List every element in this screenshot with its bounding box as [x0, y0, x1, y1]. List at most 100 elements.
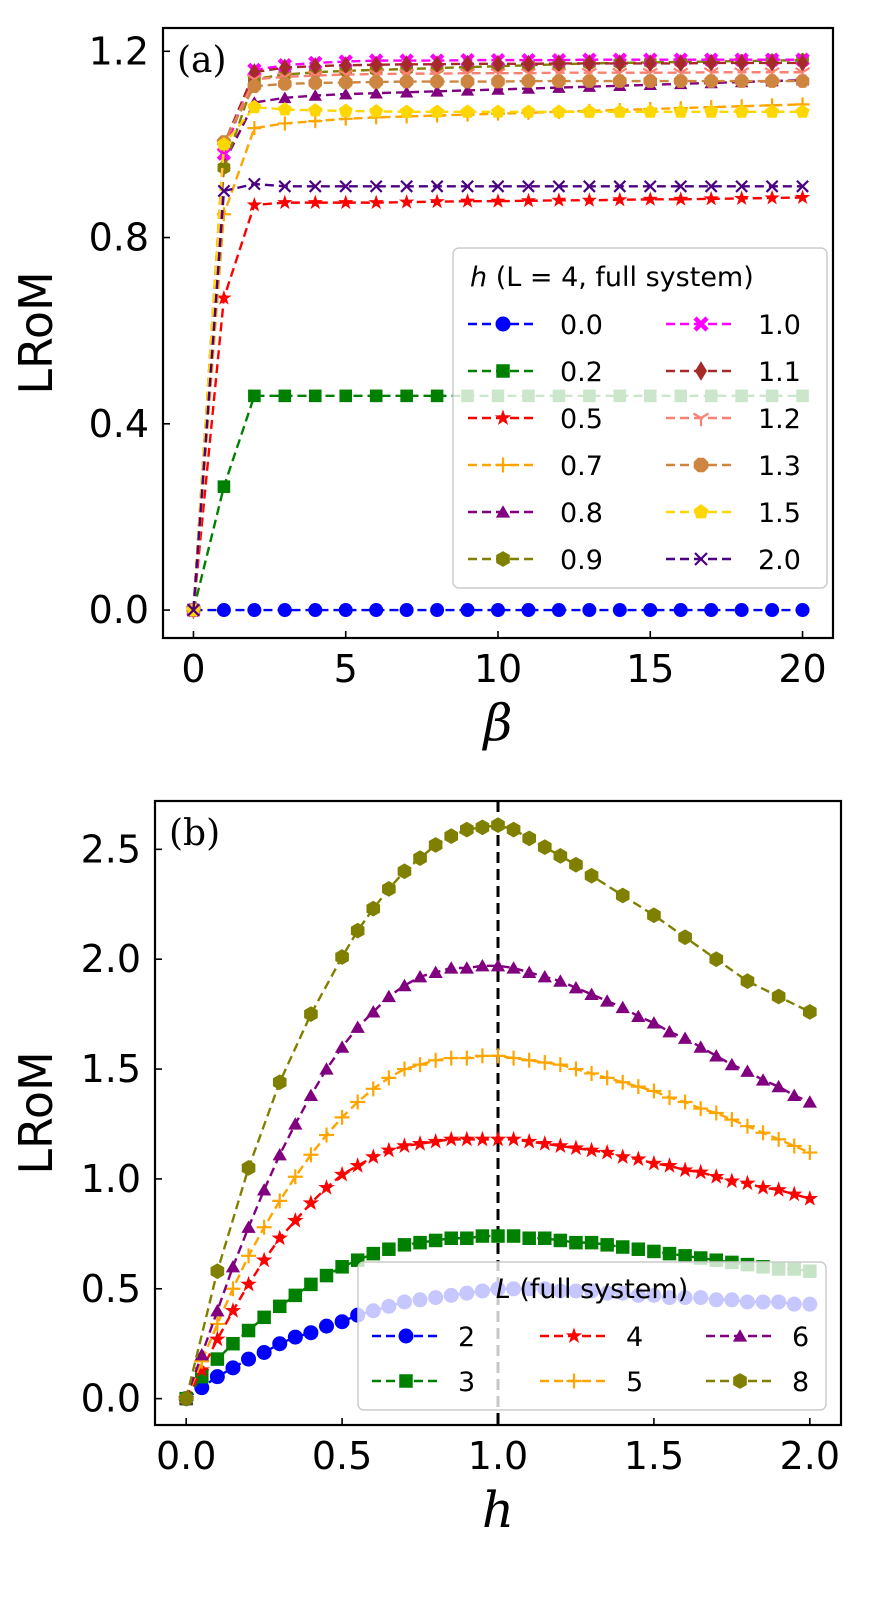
data-point [461, 54, 474, 73]
data-point [334, 1109, 350, 1125]
data-point [217, 160, 231, 176]
legend-box [357, 1261, 827, 1411]
legend-label: 1.3 [758, 451, 801, 482]
legend-marker [695, 361, 707, 381]
data-point [521, 1052, 537, 1068]
data-point [193, 1361, 210, 1378]
legend-marker [398, 1328, 414, 1344]
data-point [521, 82, 536, 94]
data-point [802, 1095, 817, 1108]
legend-label: 3 [458, 1367, 475, 1398]
legend-item: 3 [372, 1367, 475, 1398]
data-point [399, 74, 414, 89]
data-point [308, 114, 323, 129]
data-point [569, 856, 583, 873]
data-point [584, 987, 599, 1000]
data-point [338, 603, 353, 618]
data-point [257, 1310, 271, 1325]
data-point [734, 603, 749, 618]
plot-frame [153, 799, 843, 1427]
legend-label: 0.0 [560, 310, 603, 341]
data-point [536, 1135, 553, 1151]
legend-marker [495, 316, 511, 332]
series-line [185, 964, 811, 1400]
data-point [272, 1193, 288, 1209]
x-tick-label: 10 [474, 647, 522, 691]
data-point [187, 603, 200, 617]
data-point [583, 54, 595, 73]
legend-marker [496, 364, 510, 378]
legend-label: 6 [792, 1322, 809, 1353]
data-point [460, 104, 475, 118]
data-point [612, 603, 627, 618]
legend-item: 0.8 [468, 498, 603, 529]
data-point [248, 63, 260, 82]
legend-label: 1.2 [758, 404, 801, 435]
data-point [734, 74, 749, 88]
legend-item: 2 [372, 1322, 475, 1353]
data-point [350, 922, 365, 939]
data-point [225, 1281, 241, 1297]
legend-item: 4 [540, 1322, 643, 1353]
legend-label: 5 [626, 1367, 643, 1398]
series-1.5 [186, 99, 810, 617]
data-point [369, 104, 384, 118]
data-point [429, 193, 445, 209]
data-point [303, 1147, 319, 1163]
data-point [644, 54, 656, 73]
data-point [520, 1132, 538, 1149]
data-point [614, 54, 626, 73]
data-point [413, 1235, 427, 1250]
data-point [765, 179, 779, 193]
legend-marker [694, 552, 708, 566]
legend-title-var: h [470, 262, 487, 293]
data-point [350, 1020, 365, 1033]
data-point [582, 603, 597, 618]
x-tick-label: 5 [334, 647, 358, 691]
data-point [460, 1231, 474, 1245]
data-point [643, 603, 658, 618]
data-point [521, 74, 536, 88]
data-point [309, 57, 321, 76]
data-point [552, 1137, 569, 1153]
data-point [492, 54, 504, 73]
data-point [795, 603, 810, 618]
data-point [765, 104, 780, 118]
panel-b-chart: 0.0 0.5 1.0 1.5 2.0 0.0 0.5 1.0 1.5 2.0 2.5 (b) h LRo… [9, 799, 843, 1539]
data-point [537, 1054, 553, 1070]
data-point [226, 1336, 240, 1351]
legend-label: 4 [626, 1322, 643, 1353]
data-point [674, 179, 688, 193]
data-point [397, 863, 412, 880]
legend-item: 0.2 [468, 357, 603, 388]
data-point [444, 828, 459, 845]
data-point [693, 1040, 708, 1053]
data-point [241, 1160, 256, 1176]
legend-item: 1.2 [666, 404, 801, 435]
data-point [506, 1050, 522, 1066]
data-point [552, 74, 566, 88]
data-point [704, 74, 718, 88]
data-point [552, 179, 566, 193]
legend-marker [496, 551, 510, 567]
data-point [553, 848, 568, 864]
data-point [278, 77, 292, 91]
legend-item: 1.1 [666, 357, 801, 388]
data-point [209, 1316, 225, 1332]
data-point [584, 867, 599, 884]
data-point [739, 1118, 755, 1134]
panel-a-chart: 0 5 10 15 20 0.0 0.4 0.8 1.2 (a) β LRoM h (L = 4, fu… [9, 26, 835, 752]
data-point [370, 55, 382, 74]
data-point [584, 1235, 599, 1250]
data-point [288, 1288, 303, 1303]
data-point [709, 1049, 724, 1062]
data-point [287, 1329, 303, 1345]
legend-title-rest: (L = 4, full system) [487, 262, 754, 293]
x-axis-label: h [482, 1481, 514, 1539]
x-axis-label: β [482, 694, 513, 752]
x-tick-label: 20 [778, 647, 826, 691]
legend-marker [565, 1327, 583, 1343]
data-point [521, 603, 536, 618]
data-point [255, 1251, 273, 1268]
data-point [733, 190, 750, 205]
